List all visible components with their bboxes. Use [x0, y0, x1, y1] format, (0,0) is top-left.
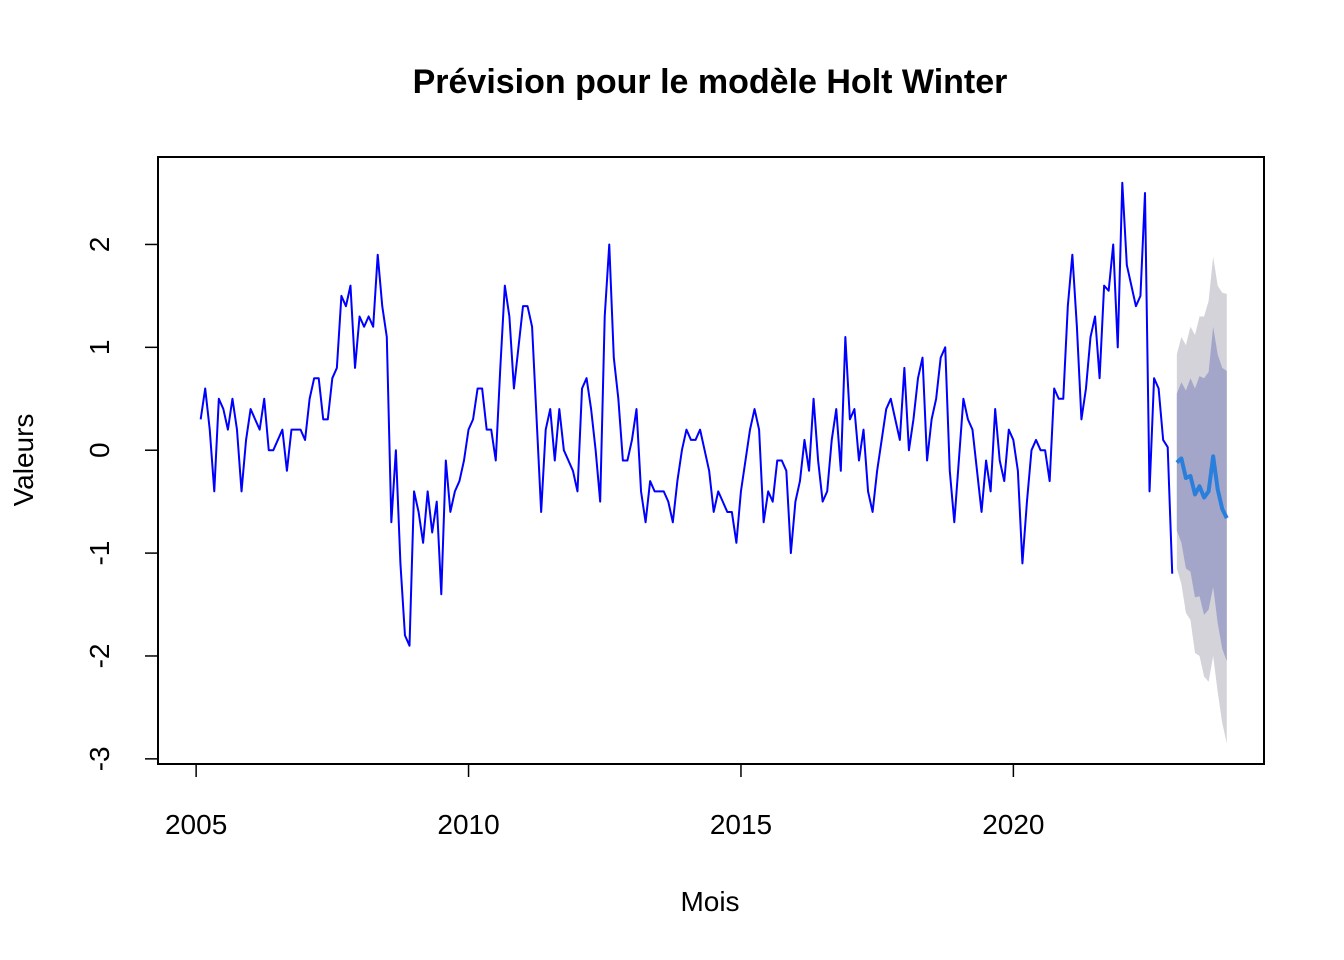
- y-axis-label: Valeurs: [8, 414, 39, 507]
- x-tick-label: 2010: [437, 809, 499, 840]
- y-tick-label: -3: [84, 746, 115, 771]
- chart-title: Prévision pour le modèle Holt Winter: [413, 63, 1008, 101]
- y-tick-label: -1: [84, 541, 115, 566]
- observed-series-line: [199, 181, 1174, 647]
- y-tick-label: 2: [84, 237, 115, 253]
- plot-area: [199, 181, 1229, 744]
- x-tick-label: 2005: [165, 809, 227, 840]
- plot-frame: [157, 156, 1265, 765]
- forecast-series-line: [1175, 454, 1229, 519]
- y-tick-label: 0: [84, 442, 115, 458]
- axes: 2005 2010 2015 2020 -3 -2 -1 0 1 2: [84, 237, 1045, 840]
- x-tick-label: 2020: [982, 809, 1044, 840]
- x-axis-label: Mois: [680, 886, 739, 917]
- x-tick-label: 2015: [710, 809, 772, 840]
- y-tick-label: -2: [84, 644, 115, 669]
- y-tick-label: 1: [84, 340, 115, 356]
